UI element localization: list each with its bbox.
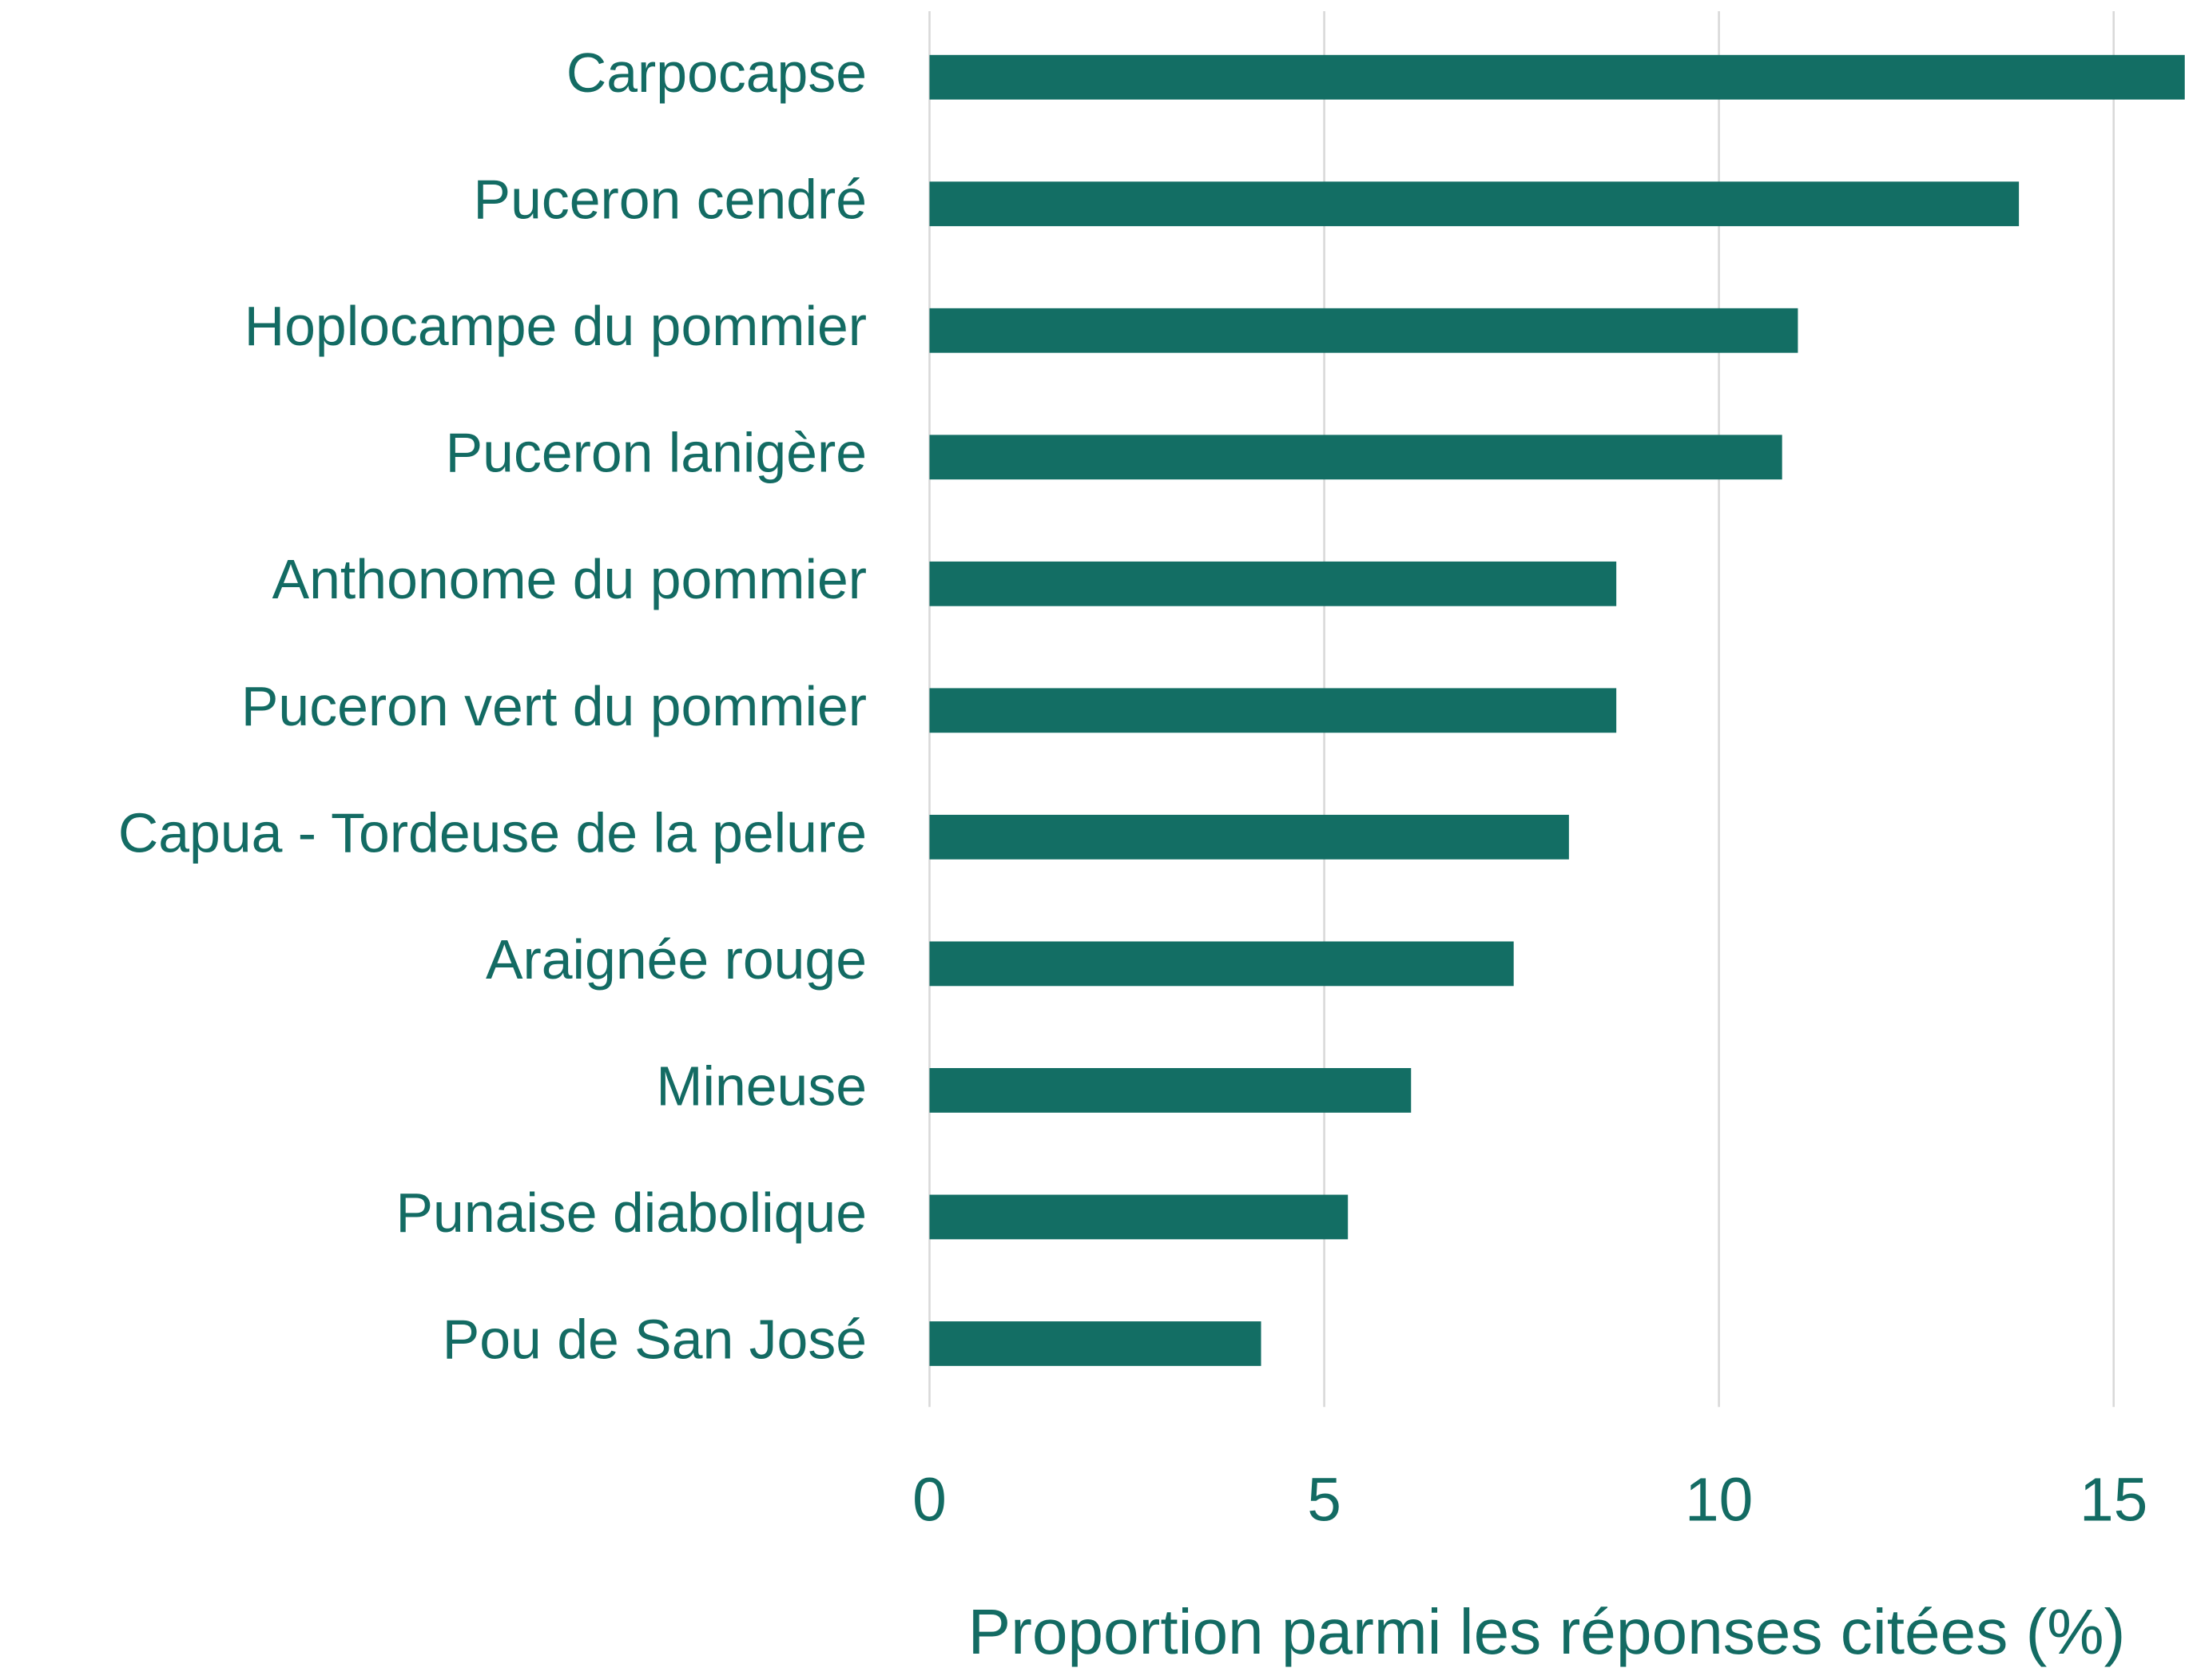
x-tick-label: 0	[912, 1467, 947, 1535]
bar	[929, 688, 1617, 733]
y-tick-label: Puceron lanigère	[446, 422, 867, 484]
bar	[929, 1068, 1412, 1113]
y-tick-label: Araignée rouge	[486, 928, 867, 991]
bar	[929, 1321, 1261, 1366]
x-tick-label: 10	[1685, 1467, 1753, 1535]
y-tick-label: Puceron vert du pommier	[241, 675, 867, 737]
y-tick-label: Carpocapse	[566, 42, 867, 104]
y-tick-label: Pou de San José	[443, 1308, 867, 1370]
y-tick-label: Mineuse	[656, 1054, 867, 1117]
x-tick-label: 15	[2080, 1467, 2147, 1535]
y-tick-label: Punaise diabolique	[396, 1182, 867, 1244]
bar	[929, 814, 1569, 860]
bar	[929, 1194, 1349, 1240]
bar	[929, 181, 2020, 227]
bar	[929, 54, 2185, 100]
y-tick-label: Capua - Tordeuse de la pelure	[118, 801, 867, 864]
y-tick-label: Puceron cendré	[474, 169, 867, 231]
x-tick-label: 5	[1307, 1467, 1341, 1535]
y-tick-label: Anthonome du pommier	[272, 548, 867, 610]
bar	[929, 941, 1514, 987]
x-axis-title: Proportion parmi les réponses citées (%)	[968, 1595, 2126, 1667]
bar	[929, 561, 1617, 606]
y-tick-label: Hoplocampe du pommier	[244, 295, 867, 357]
bar	[929, 308, 1798, 353]
bar	[929, 435, 1782, 480]
